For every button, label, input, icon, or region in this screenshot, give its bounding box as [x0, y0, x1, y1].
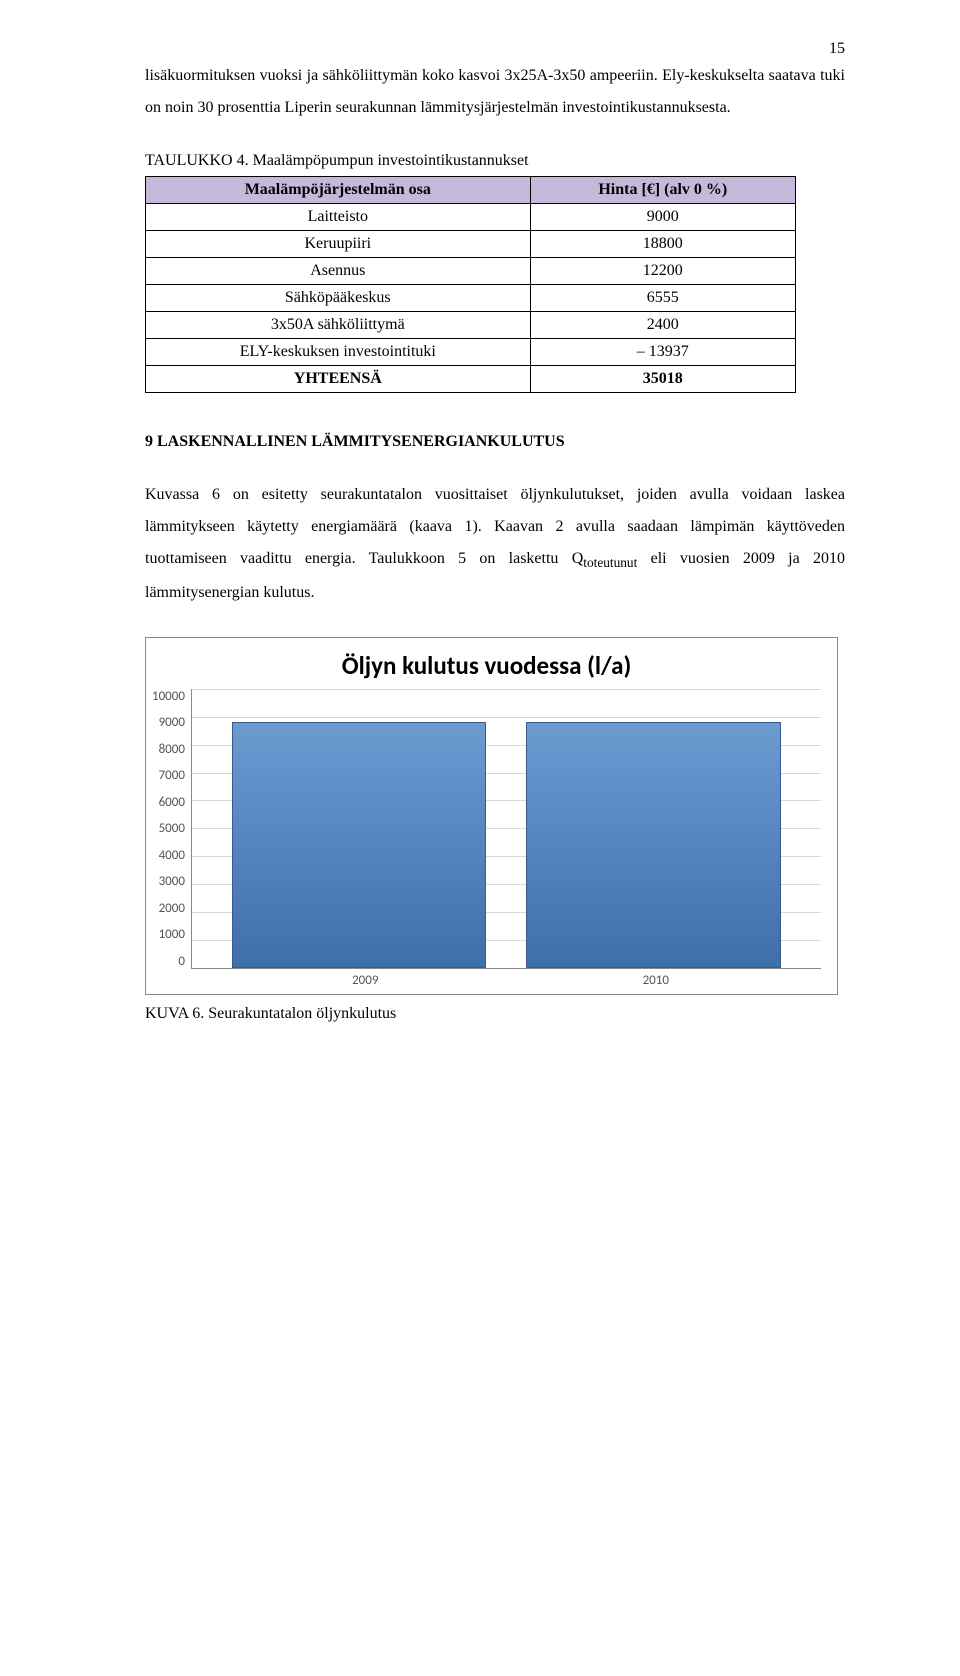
chart-y-axis: 1000090008000700060005000400030002000100… [152, 689, 191, 969]
table-cell-value: 2400 [530, 312, 795, 339]
intro-paragraph: lisäkuormituksen vuoksi ja sähköliittymä… [145, 60, 845, 124]
table-cell-label: ELY-keskuksen investointituki [146, 339, 531, 366]
figure-caption: KUVA 6. Seurakuntatalon öljynkulutus [145, 1005, 845, 1023]
table-row: Laitteisto9000 [146, 204, 796, 231]
table-row: Keruupiiri18800 [146, 231, 796, 258]
chart-x-tick: 2010 [531, 973, 782, 988]
table-caption: TAULUKKO 4. Maalämpöpumpun investointiku… [145, 152, 845, 170]
table-cell-label: Keruupiiri [146, 231, 531, 258]
table-header-col1: Maalämpöjärjestelmän osa [146, 177, 531, 204]
paragraph2-sub: toteutunut [583, 555, 637, 570]
chart-plot-area [191, 689, 821, 969]
table-header-row: Maalämpöjärjestelmän osa Hinta [€] (alv … [146, 177, 796, 204]
table-cell-label: Asennus [146, 258, 531, 285]
table-cell-value: 9000 [530, 204, 795, 231]
chart-y-tick: 6000 [159, 795, 185, 810]
investment-cost-table: Maalämpöjärjestelmän osa Hinta [€] (alv … [145, 176, 796, 393]
section-heading: 9 LASKENNALLINEN LÄMMITYSENERGIANKULUTUS [145, 433, 845, 451]
table-cell-value: 18800 [530, 231, 795, 258]
table-cell-label: Sähköpääkeskus [146, 285, 531, 312]
table-row: Sähköpääkeskus6555 [146, 285, 796, 312]
table-cell-value: 12200 [530, 258, 795, 285]
chart-y-tick: 8000 [159, 742, 185, 757]
table-row: Asennus12200 [146, 258, 796, 285]
table-cell-value: 6555 [530, 285, 795, 312]
table-row: YHTEENSÄ35018 [146, 366, 796, 393]
chart-y-tick: 7000 [159, 768, 185, 783]
chart-gridline [192, 689, 821, 690]
chart-y-tick: 1000 [159, 927, 185, 942]
chart-y-tick: 5000 [159, 821, 185, 836]
chart-bar [526, 722, 781, 968]
chart-bar [232, 722, 487, 968]
table-cell-label: Laitteisto [146, 204, 531, 231]
chart-x-tick: 2009 [240, 973, 491, 988]
body-paragraph: Kuvassa 6 on esitetty seurakuntatalon vu… [145, 479, 845, 609]
chart-y-tick: 9000 [159, 715, 185, 730]
oil-consumption-chart: Öljyn kulutus vuodessa (l/a) 10000900080… [145, 637, 838, 995]
table-cell-label: YHTEENSÄ [146, 366, 531, 393]
chart-y-tick: 2000 [159, 901, 185, 916]
chart-x-axis: 2009 2010 [200, 969, 821, 988]
table-row: 3x50A sähköliittymä2400 [146, 312, 796, 339]
chart-gridline [192, 717, 821, 718]
table-cell-label: 3x50A sähköliittymä [146, 312, 531, 339]
page-number: 15 [829, 40, 845, 58]
chart-y-tick: 0 [178, 954, 185, 969]
table-cell-value: 35018 [530, 366, 795, 393]
table-row: ELY-keskuksen investointituki– 13937 [146, 339, 796, 366]
table-header-col2: Hinta [€] (alv 0 %) [530, 177, 795, 204]
chart-y-tick: 4000 [159, 848, 185, 863]
table-cell-value: – 13937 [530, 339, 795, 366]
chart-title: Öljyn kulutus vuodessa (l/a) [152, 650, 821, 681]
chart-y-tick: 3000 [159, 874, 185, 889]
chart-y-tick: 10000 [152, 689, 185, 704]
